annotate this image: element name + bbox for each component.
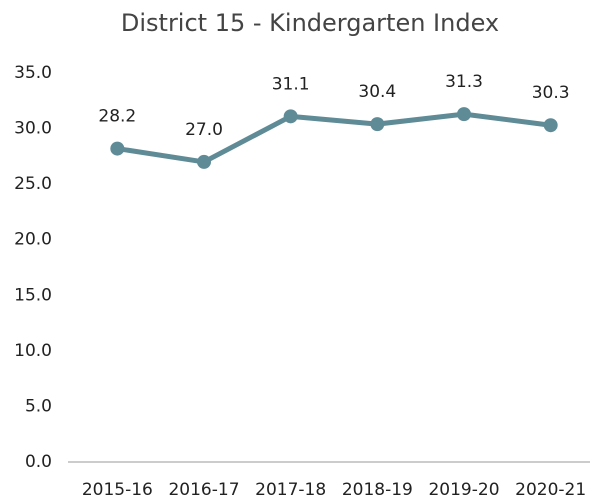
marker (543, 118, 558, 133)
line (116, 111, 551, 165)
x-tick-label: 2015-16 (82, 480, 153, 500)
data-label: 28.2 (98, 107, 136, 127)
y-tick-label: 15.0 (14, 285, 52, 305)
marker (110, 141, 125, 156)
data-label: 30.3 (532, 83, 570, 103)
data-label: 30.4 (358, 82, 396, 102)
y-tick-label: 0.0 (25, 452, 52, 472)
y-tick-label: 25.0 (14, 174, 52, 194)
marker (283, 109, 298, 124)
marker (370, 117, 385, 132)
y-tick-label: 5.0 (25, 396, 52, 416)
y-tick-label: 10.0 (14, 341, 52, 361)
data-label: 31.3 (445, 72, 483, 92)
chart-title: District 15 - Kindergarten Index (121, 9, 499, 37)
data-label: 31.1 (272, 74, 310, 94)
marker (197, 154, 211, 169)
y-tick-label: 35.0 (14, 63, 52, 83)
x-tick-label: 2016-17 (168, 480, 239, 500)
y-tick-label: 20.0 (14, 230, 52, 250)
y-tick-label: 30.0 (14, 119, 52, 139)
marker (457, 107, 471, 122)
x-tick-label: 2019-20 (428, 480, 499, 500)
data-label: 27.0 (185, 120, 223, 140)
x-tick-label: 2018-19 (342, 480, 413, 500)
x-tick-label: 2017-18 (255, 480, 326, 500)
x-tick-label: 2020-21 (515, 480, 586, 500)
